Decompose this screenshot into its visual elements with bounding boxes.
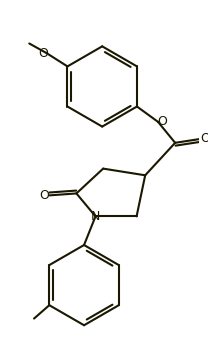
Text: N: N [91,210,100,223]
Text: O: O [39,189,49,202]
Text: O: O [200,132,208,146]
Text: O: O [39,46,48,60]
Text: O: O [157,115,167,128]
